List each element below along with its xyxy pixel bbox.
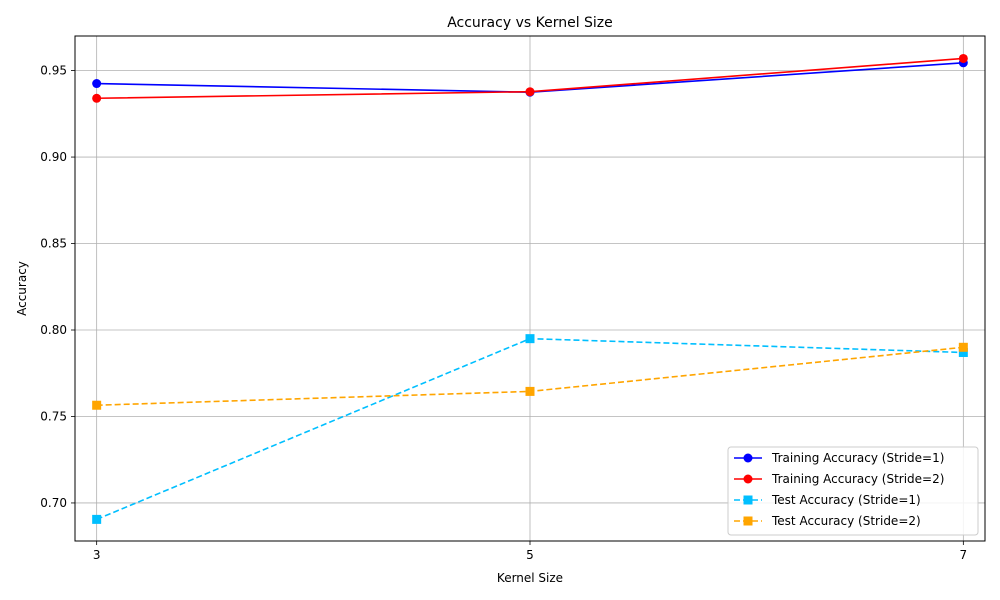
data-point <box>92 93 102 103</box>
legend-item: Training Accuracy (Stride=2) <box>734 472 944 486</box>
legend-swatch-marker <box>743 474 753 484</box>
y-axis-title: Accuracy <box>15 261 29 316</box>
data-point <box>525 334 535 344</box>
legend-swatch-marker <box>743 495 753 505</box>
data-point <box>92 514 102 524</box>
series-4 <box>92 342 968 410</box>
y-tick-label: 0.80 <box>40 323 67 337</box>
x-axis-title: Kernel Size <box>497 571 563 585</box>
legend-label: Test Accuracy (Stride=2) <box>771 514 921 528</box>
series-2 <box>92 53 968 103</box>
y-tick-label: 0.75 <box>40 409 67 423</box>
y-tick-label: 0.70 <box>40 496 67 510</box>
legend-item: Test Accuracy (Stride=1) <box>734 493 921 507</box>
legend-item: Training Accuracy (Stride=1) <box>734 451 944 465</box>
legend-label: Training Accuracy (Stride=1) <box>771 451 944 465</box>
legend-swatch-marker <box>743 453 753 463</box>
series-layer <box>92 53 968 524</box>
data-point <box>525 87 535 97</box>
x-tick-label: 3 <box>93 548 101 562</box>
data-point <box>92 79 102 89</box>
legend-box <box>727 446 979 536</box>
data-point <box>958 53 968 63</box>
legend-item: Test Accuracy (Stride=2) <box>734 514 921 528</box>
legend-label: Test Accuracy (Stride=1) <box>771 493 921 507</box>
data-point <box>92 400 102 410</box>
data-point <box>525 386 535 396</box>
series-3 <box>92 334 968 524</box>
legend-swatch-marker <box>743 516 753 526</box>
x-tick-label: 7 <box>960 548 968 562</box>
data-point <box>958 342 968 352</box>
ticks: 3 5 7 0.70 0.75 0.80 0.85 0.90 0.95 <box>40 64 967 562</box>
grid <box>75 36 985 541</box>
y-tick-label: 0.95 <box>40 64 67 78</box>
legend: Training Accuracy (Stride=1) Training Acc… <box>727 446 979 536</box>
x-tick-label: 5 <box>526 548 534 562</box>
y-tick-label: 0.85 <box>40 237 67 251</box>
legend-label: Training Accuracy (Stride=2) <box>771 472 944 486</box>
data-point <box>958 347 968 357</box>
chart-title: Accuracy vs Kernel Size <box>447 15 613 31</box>
y-tick-label: 0.90 <box>40 150 67 164</box>
